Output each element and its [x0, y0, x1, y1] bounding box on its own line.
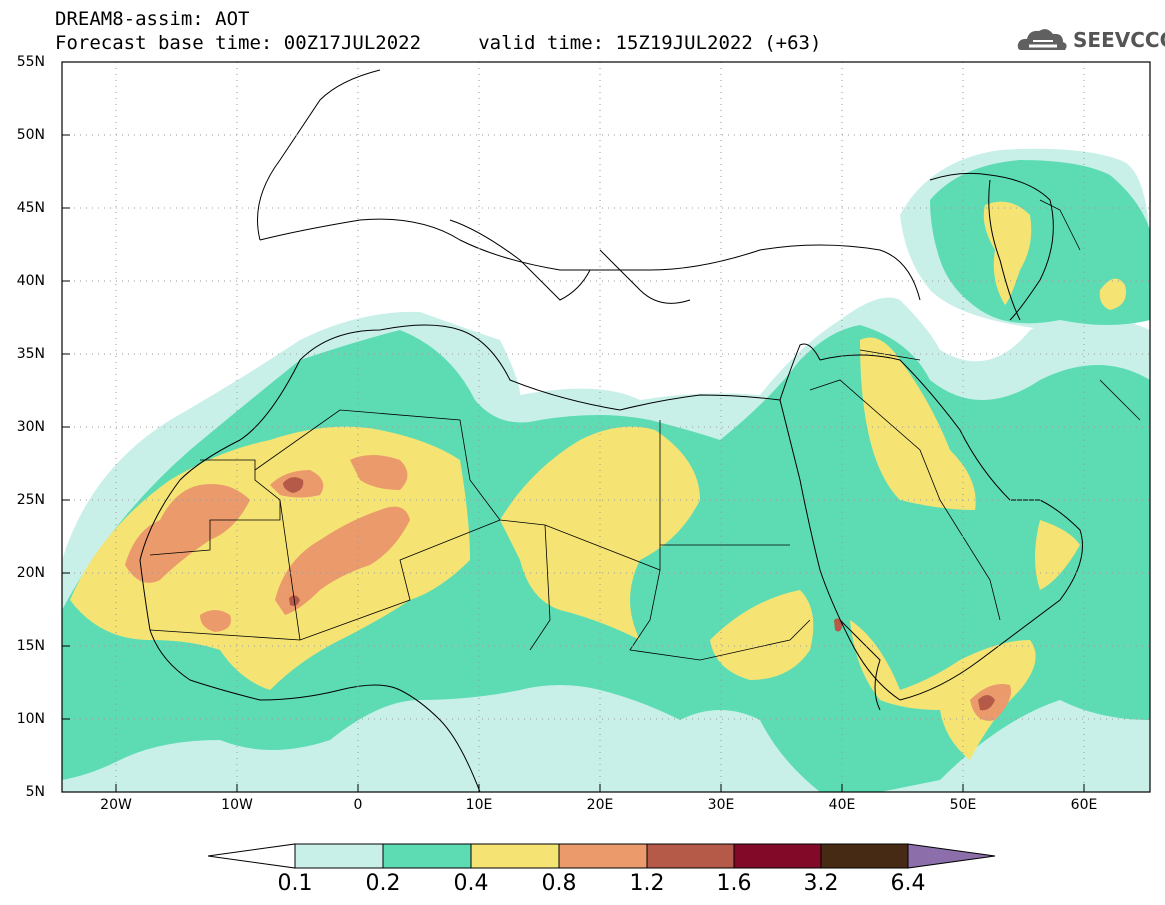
aot-band-0.4-sudan — [710, 590, 814, 680]
lon-label-20e: 20E — [586, 797, 614, 813]
grid — [62, 62, 1150, 792]
aot-field — [62, 148, 1150, 792]
colorbar-label-6.4: 6.4 — [890, 871, 926, 896]
colorbar-label-0.2: 0.2 — [365, 871, 401, 896]
colorbar-box-5 — [733, 843, 822, 869]
colorbar-box-0 — [294, 843, 384, 869]
seevccc-logo: SEEVCCC — [1015, 20, 1165, 60]
aot-band-0.8-central — [275, 506, 410, 615]
borders — [149, 199, 1141, 661]
lat-label-10n: 10N — [16, 711, 45, 727]
lon-label-30e: 30E — [707, 797, 735, 813]
lat-label-30n: 30N — [16, 419, 45, 435]
colorbar — [207, 843, 996, 869]
aot-band-0.8-south — [200, 610, 231, 632]
colorbar-label-1.6: 1.6 — [716, 871, 752, 896]
colorbar-label-1.2: 1.2 — [629, 871, 665, 896]
lon-label-10e: 10E — [465, 797, 493, 813]
aot-band-0.4-yemen — [850, 620, 1036, 760]
colorbar-label-0.1: 0.1 — [277, 871, 313, 896]
aot-band-0.4-east — [500, 426, 700, 640]
colorbar-over-arrow — [907, 843, 996, 869]
colorbar-label-0.4: 0.4 — [453, 871, 489, 896]
colorbar-under-arrow — [207, 843, 296, 869]
aot-band-0.4 — [70, 426, 470, 690]
coastlines — [139, 69, 1083, 792]
axis-ticks — [62, 61, 1085, 792]
colorbar-box-6 — [820, 843, 909, 869]
lon-label-20w: 20W — [100, 797, 132, 813]
lat-label-55n: 55N — [16, 54, 45, 70]
lat-label-5n: 5N — [25, 784, 45, 800]
aot-band-0.8-west — [125, 484, 250, 583]
aot-band-0.4-arabia — [860, 337, 976, 510]
lon-label-40e: 40E — [828, 797, 856, 813]
lon-label-0: 0 — [353, 797, 363, 813]
aot-band-0.8-north — [270, 455, 408, 498]
lon-label-10w: 10W — [221, 797, 253, 813]
lat-label-25n: 25N — [16, 492, 45, 508]
lat-label-15n: 15N — [16, 638, 45, 654]
colorbar-box-4 — [646, 843, 735, 869]
colorbar-label-3.2: 3.2 — [803, 871, 839, 896]
lon-label-60e: 60E — [1070, 797, 1098, 813]
lat-label-20n: 20N — [16, 565, 45, 581]
forecast-times: Forecast base time: 00Z17JUL2022 valid t… — [55, 32, 822, 54]
lon-label-50e: 50E — [949, 797, 977, 813]
aot-band-0.4-iran — [1099, 278, 1126, 310]
colorbar-box-3 — [558, 843, 648, 869]
lat-label-50n: 50N — [16, 127, 45, 143]
lat-label-35n: 35N — [16, 346, 45, 362]
aot-band-0.2-ne — [930, 160, 1150, 325]
cloud-icon — [1017, 29, 1067, 50]
colorbar-label-0.8: 0.8 — [541, 871, 577, 896]
aot-band-0.4-caspian — [983, 201, 1032, 305]
lat-label-40n: 40N — [16, 273, 45, 289]
lat-label-45n: 45N — [16, 200, 45, 216]
colorbar-box-2 — [470, 843, 560, 869]
map-title: DREAM8-assim: AOT — [55, 8, 250, 30]
colorbar-box-1 — [382, 843, 472, 869]
logo-text: SEEVCCC — [1073, 28, 1165, 52]
